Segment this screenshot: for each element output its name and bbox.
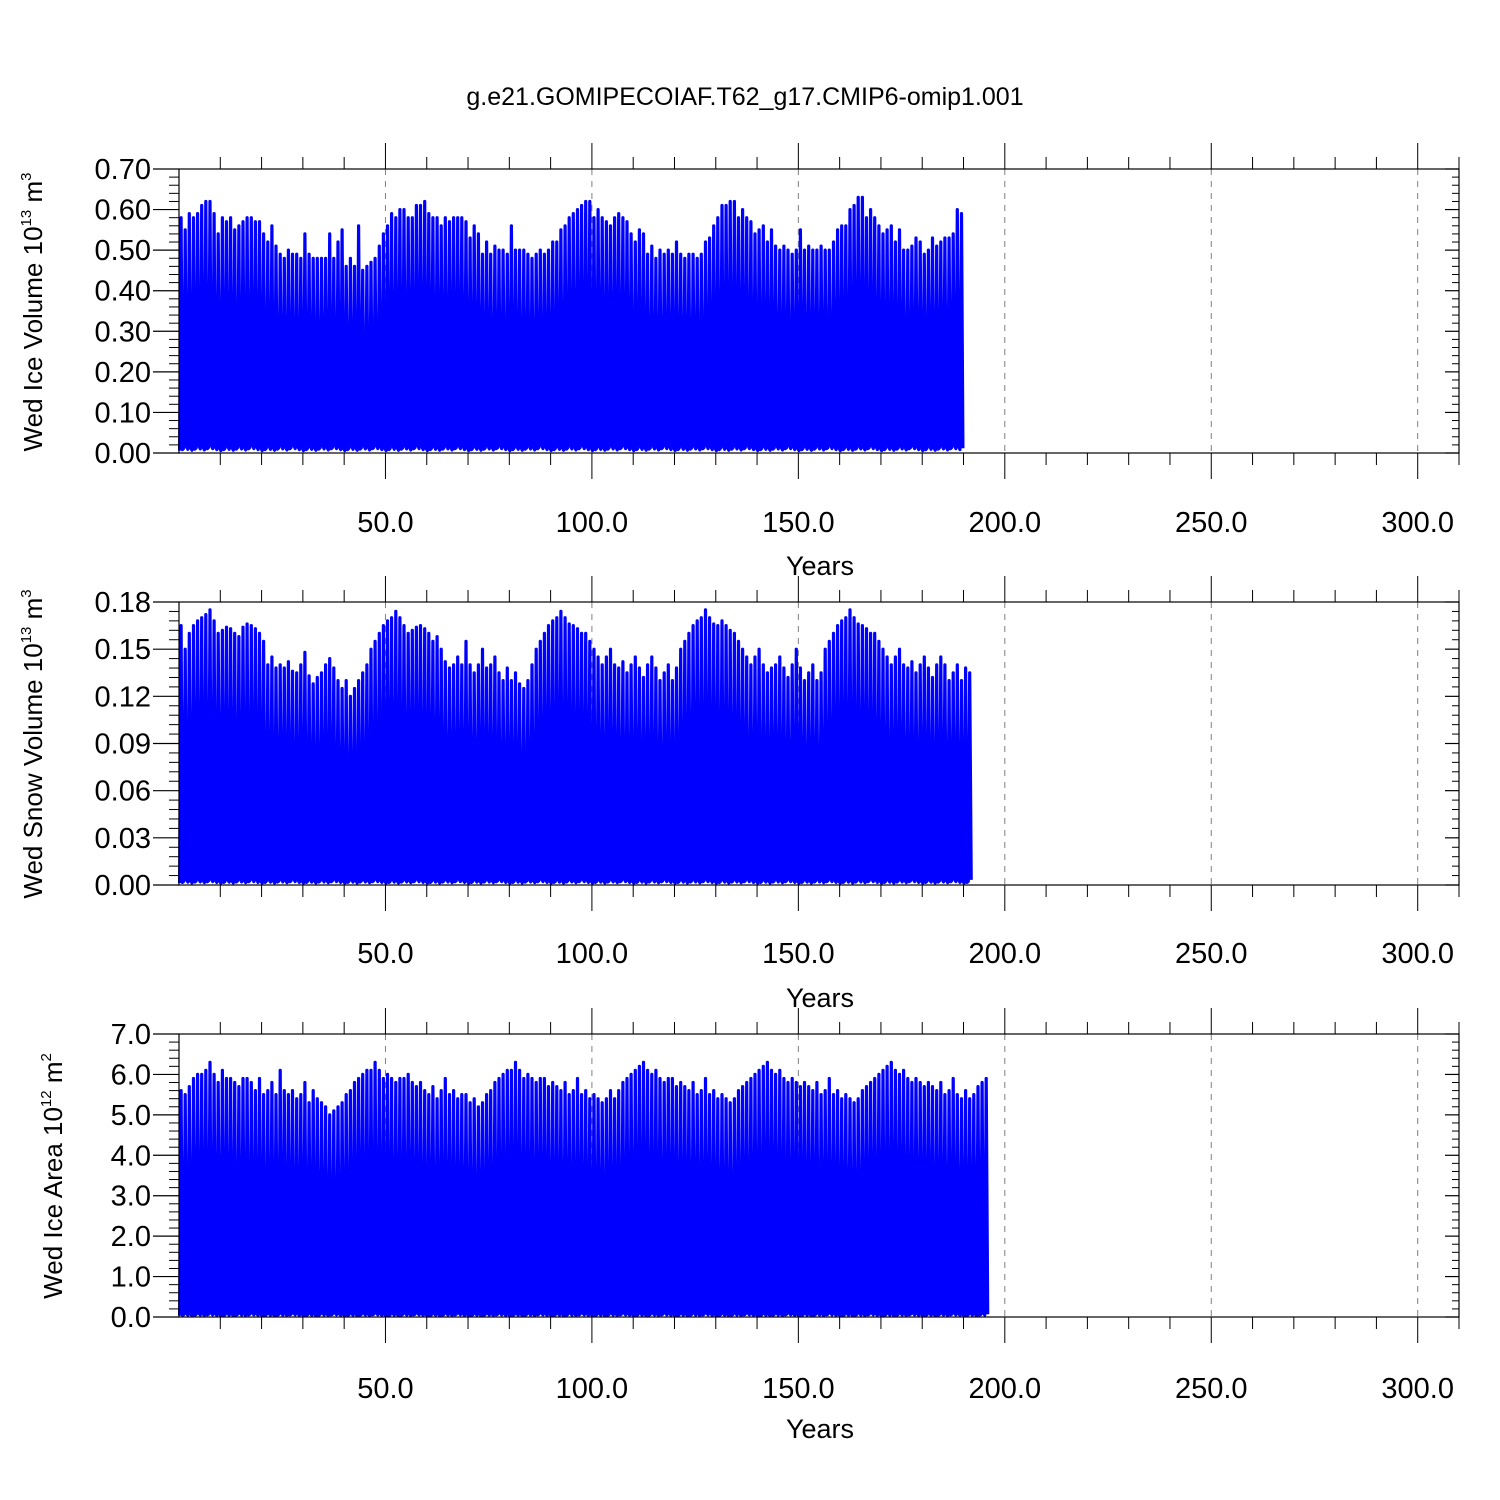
- y-tick-label: 0.18: [95, 587, 151, 619]
- y-tick-labels: 0.00 0.10 0.20 0.30 0.40 0.50 0.60 0.70: [95, 154, 151, 470]
- plot-frame: [153, 576, 1460, 911]
- y-tick-label: 0.50: [95, 235, 151, 267]
- y-tick-label: 0.12: [95, 681, 151, 713]
- series-ice-area: [178, 1060, 990, 1318]
- x-tick-label: 300.0: [1381, 1373, 1454, 1405]
- x-tick-label: 300.0: [1381, 507, 1454, 539]
- y-tick-labels: 0.0 1.0 2.0 3.0 4.0 5.0 6.0 7.0: [111, 1019, 151, 1334]
- x-tick-label: 50.0: [357, 507, 413, 539]
- x-tick-label: 200.0: [969, 507, 1042, 539]
- panel-snow-volume: 0.00 0.03 0.06 0.09 0.12 0.15 0.18 50.0 100.0 15…: [18, 576, 1460, 1013]
- y-tick-label: 0.40: [95, 276, 151, 308]
- y-tick-label: 5.0: [111, 1100, 151, 1132]
- y-tick-label: 0.70: [95, 154, 151, 186]
- y-tick-label: 0.60: [95, 195, 151, 227]
- chart-title: g.e21.GOMIPECOIAF.T62_g17.CMIP6-omip1.00…: [466, 83, 1023, 111]
- x-tick-label: 250.0: [1175, 1373, 1248, 1405]
- panel-ice-volume: 0.00 0.10 0.20 0.30 0.40 0.50 0.60 0.70 50.0 100…: [18, 143, 1460, 581]
- x-axis-label: Years: [786, 983, 854, 1013]
- y-tick-label: 0.0: [111, 1302, 151, 1334]
- series-line: [178, 1060, 990, 1318]
- y-tick-label: 1.0: [111, 1262, 151, 1294]
- x-tick-label: 100.0: [556, 1373, 629, 1405]
- x-tick-label: 150.0: [762, 507, 835, 539]
- y-tick-label: 4.0: [111, 1140, 151, 1172]
- x-tick-label: 150.0: [762, 1373, 835, 1405]
- axes-box: [178, 1033, 1460, 1318]
- x-tick-label: 100.0: [556, 507, 629, 539]
- y-tick-label: 0.15: [95, 634, 151, 666]
- x-tick-labels: 50.0 100.0 150.0 200.0 250.0 300.0: [357, 938, 1454, 970]
- series-line: [178, 608, 973, 885]
- y-tick-labels: 0.00 0.03 0.06 0.09 0.12 0.15 0.18: [95, 587, 151, 902]
- series-line: [178, 195, 965, 453]
- y-axis-label: Wed Ice Area 1012 m2: [38, 1053, 68, 1299]
- plot-frame: [153, 1008, 1460, 1343]
- x-tick-labels: 50.0 100.0 150.0 200.0 250.0 300.0: [357, 507, 1454, 539]
- y-tick-label: 0.30: [95, 316, 151, 348]
- x-tick-label: 200.0: [969, 938, 1042, 970]
- plot-frame: [153, 143, 1460, 479]
- x-tick-label: 300.0: [1381, 938, 1454, 970]
- y-tick-label: 7.0: [111, 1019, 151, 1051]
- x-axis-label: Years: [786, 1414, 854, 1444]
- x-tick-label: 50.0: [357, 938, 413, 970]
- x-tick-label: 250.0: [1175, 938, 1248, 970]
- y-tick-label: 0.00: [95, 870, 151, 902]
- x-tick-label: 50.0: [357, 1373, 413, 1405]
- series-ice-volume: [178, 195, 965, 453]
- y-tick-label: 0.09: [95, 729, 151, 761]
- x-tick-label: 200.0: [969, 1373, 1042, 1405]
- x-tick-label: 150.0: [762, 938, 835, 970]
- y-tick-label: 0.06: [95, 776, 151, 808]
- panel-ice-area: 0.0 1.0 2.0 3.0 4.0 5.0 6.0 7.0 50.0 100.0 150.0 2…: [38, 1008, 1460, 1444]
- y-axis-label: Wed Ice Volume 1013 m3: [18, 173, 48, 452]
- y-tick-label: 0.00: [95, 438, 151, 470]
- y-tick-label: 6.0: [111, 1059, 151, 1091]
- x-tick-labels: 50.0 100.0 150.0 200.0 250.0 300.0: [357, 1373, 1454, 1405]
- x-axis-label: Years: [786, 551, 854, 581]
- axes-box: [178, 168, 1460, 454]
- x-tick-label: 250.0: [1175, 507, 1248, 539]
- y-tick-label: 3.0: [111, 1181, 151, 1213]
- y-tick-label: 0.20: [95, 357, 151, 389]
- y-tick-label: 0.10: [95, 397, 151, 429]
- y-tick-label: 0.03: [95, 823, 151, 855]
- y-tick-label: 2.0: [111, 1221, 151, 1253]
- x-tick-label: 100.0: [556, 938, 629, 970]
- series-snow-volume: [178, 608, 973, 885]
- y-axis-label: Wed Snow Volume 1013 m3: [18, 589, 48, 898]
